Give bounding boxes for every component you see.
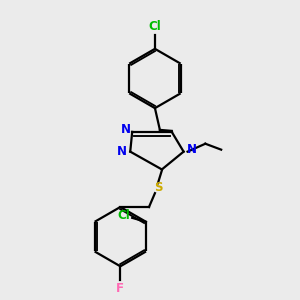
Text: Cl: Cl xyxy=(118,209,130,222)
Text: N: N xyxy=(187,143,196,156)
Text: N: N xyxy=(121,123,131,136)
Text: Cl: Cl xyxy=(148,20,161,33)
Text: S: S xyxy=(154,181,162,194)
Text: F: F xyxy=(116,282,124,295)
Text: N: N xyxy=(117,145,127,158)
